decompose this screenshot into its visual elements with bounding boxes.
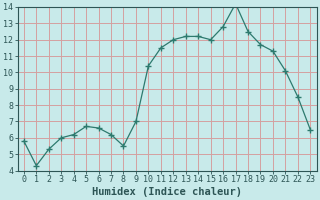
X-axis label: Humidex (Indice chaleur): Humidex (Indice chaleur) <box>92 186 242 197</box>
